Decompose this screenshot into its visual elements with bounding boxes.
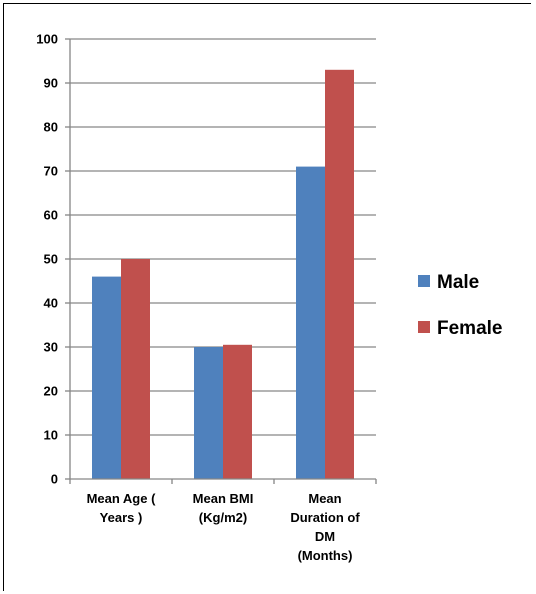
x-category-label: Mean	[308, 491, 341, 506]
y-tick-label: 10	[44, 428, 58, 443]
legend-label-male: Male	[437, 272, 479, 293]
x-category-labels: Mean Age ( Years ) Mean BMI (Kg/m2) Mean Dura…	[87, 491, 361, 563]
bar-female	[223, 344, 252, 479]
legend-swatch-male	[418, 275, 430, 287]
bar-male	[92, 276, 121, 479]
x-category-label: Years )	[100, 510, 143, 525]
bar-female	[121, 259, 150, 479]
x-category-label: Duration of	[290, 510, 360, 525]
y-tick-label: 80	[44, 120, 58, 135]
legend-swatch-female	[418, 321, 430, 333]
x-category-label: Mean BMI	[193, 491, 254, 506]
y-tick-label: 20	[44, 384, 58, 399]
bar-female	[325, 69, 354, 480]
y-tick-label: 100	[36, 32, 58, 47]
x-category-label: (Months)	[298, 548, 353, 563]
x-category-label: (Kg/m2)	[199, 510, 247, 525]
y-tick-label: 50	[44, 252, 58, 267]
x-category-label: Mean Age (	[87, 491, 157, 506]
legend-label-female: Female	[437, 318, 502, 339]
y-tick-label: 0	[51, 472, 58, 487]
chart-frame	[3, 3, 531, 591]
legend: Male Female	[418, 272, 502, 339]
axes	[65, 38, 377, 484]
bars	[92, 69, 354, 480]
y-tick-labels: 0 10 20 30 40 50 60 70 80 90 100	[36, 32, 58, 487]
y-tick-label: 60	[44, 208, 58, 223]
y-tick-label: 70	[44, 164, 58, 179]
y-tick-label: 90	[44, 76, 58, 91]
y-tick-label: 40	[44, 296, 58, 311]
bar-male	[296, 166, 325, 479]
y-tick-label: 30	[44, 340, 58, 355]
bar-male	[194, 347, 223, 479]
x-category-label: DM	[315, 529, 335, 544]
